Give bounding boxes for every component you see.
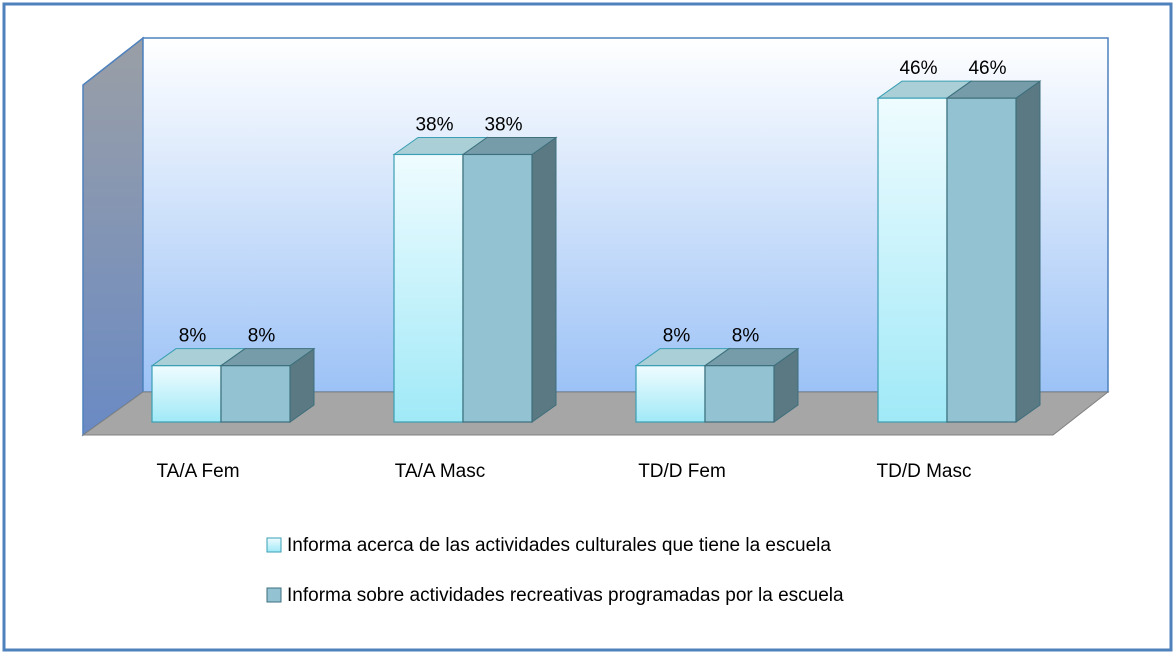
x-tick-label: TD/D Masc — [877, 461, 972, 482]
value-label: 38% — [484, 114, 522, 135]
bar — [219, 347, 316, 423]
bar-front — [704, 365, 775, 423]
legend-swatch — [266, 537, 282, 553]
legend-swatch — [266, 587, 282, 603]
floor — [81, 391, 1110, 436]
side-wall — [82, 36, 144, 437]
bar-front — [151, 365, 222, 423]
x-tick-label: TA/A Fem — [156, 461, 239, 482]
bar-front — [877, 97, 948, 423]
value-label: 46% — [899, 58, 937, 79]
legend-label: Informa acerca de las actividades cultur… — [287, 535, 831, 556]
bar — [945, 80, 1042, 423]
value-label: 38% — [415, 114, 453, 135]
bar-side — [531, 136, 557, 423]
bar-side — [1015, 80, 1041, 423]
x-tick-label: TD/D Fem — [638, 461, 726, 482]
value-label: 46% — [968, 58, 1006, 79]
legend-label: Informa sobre actividades recreativas pr… — [287, 585, 844, 606]
x-tick-label: TA/A Masc — [395, 461, 485, 482]
bar-front — [220, 365, 291, 423]
value-label: 8% — [732, 326, 760, 347]
bar-front — [946, 97, 1017, 423]
value-label: 8% — [663, 326, 691, 347]
bar — [461, 136, 558, 423]
bar-front — [635, 365, 706, 423]
value-label: 8% — [179, 326, 207, 347]
bar — [703, 347, 800, 423]
value-label: 8% — [248, 326, 276, 347]
bar-front — [462, 153, 533, 423]
bar-front — [393, 153, 464, 423]
